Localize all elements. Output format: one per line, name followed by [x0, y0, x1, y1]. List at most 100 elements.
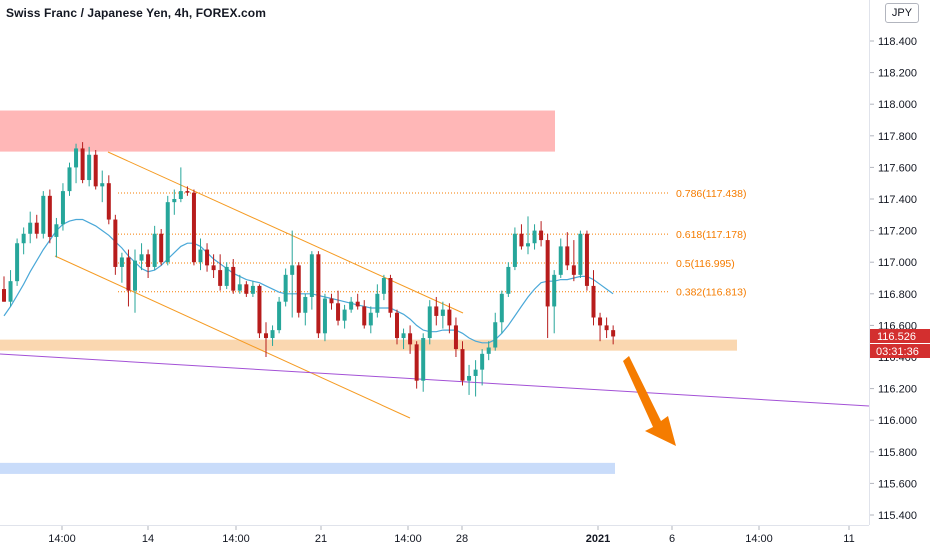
moving-average-layer: [3, 218, 614, 344]
candle-body: [296, 265, 301, 313]
candle-body: [100, 183, 105, 187]
candle-body: [434, 306, 439, 316]
candle-body: [591, 285, 596, 318]
candle-body: [381, 278, 386, 294]
candle-body: [152, 233, 157, 267]
candle-body: [290, 265, 295, 275]
candle-body: [172, 199, 177, 203]
candle-body: [571, 265, 576, 275]
candle-body: [93, 154, 98, 187]
candle-body: [139, 254, 144, 261]
y-tick-label: 118.000: [878, 99, 917, 111]
price-axis-bg[interactable]: [870, 0, 932, 525]
candle-body: [34, 222, 39, 234]
candle-body: [322, 298, 327, 334]
y-tick-label: 116.000: [878, 415, 917, 427]
candle-body: [198, 249, 203, 263]
candle-body: [80, 148, 85, 181]
candle-body: [270, 330, 275, 339]
y-tick-label: 115.800: [878, 447, 917, 459]
candle-body: [368, 312, 373, 326]
countdown-value: 03:31:36: [876, 346, 919, 358]
x-tick-label: 6: [669, 533, 675, 545]
candle-body: [231, 266, 236, 291]
candle-body: [329, 298, 334, 304]
price-axis: 118.400 118.200 118.000 117.800 117.600 117.4…: [870, 36, 917, 522]
candle-body: [205, 249, 210, 266]
candle-body: [146, 254, 151, 267]
candle-body: [47, 195, 52, 237]
candle-body: [598, 317, 603, 326]
candle-body: [74, 148, 79, 168]
x-tick-label: 28: [456, 533, 468, 545]
time-axis-bg[interactable]: [0, 526, 869, 550]
x-tick-label: 2021: [586, 533, 610, 545]
y-tick-label: 118.200: [878, 68, 917, 80]
candle-body: [159, 233, 164, 263]
candle-body: [224, 266, 229, 286]
y-tick-label: 117.600: [878, 162, 917, 174]
drawings-layer: [0, 151, 870, 419]
candle-body: [349, 301, 354, 310]
candle-body: [526, 243, 530, 247]
candle-body: [584, 233, 589, 286]
candle-body: [506, 266, 511, 294]
y-tick-label: 117.400: [878, 194, 917, 206]
y-tick-label: 116.800: [878, 289, 917, 301]
candle-body: [355, 301, 360, 307]
candle-body: [41, 195, 46, 234]
current-price-bg: [870, 329, 930, 343]
candle-body: [283, 274, 288, 302]
currency-button[interactable]: JPY: [885, 3, 919, 23]
candle-body: [558, 246, 563, 275]
y-tick-label: 115.600: [878, 478, 917, 490]
current-price-value: 116.526: [877, 331, 916, 343]
candle-body: [191, 192, 196, 263]
candle-body: [395, 312, 399, 339]
fib-label-2: 0.5(116.995): [676, 258, 735, 270]
trendline: [0, 353, 870, 407]
y-tick-label: 117.800: [878, 131, 917, 143]
candles-layer: [2, 142, 616, 397]
candle-body: [539, 230, 544, 241]
candle-body: [512, 233, 517, 267]
candle-body: [8, 281, 13, 302]
candle-body: [532, 230, 537, 244]
candle-body: [277, 301, 282, 331]
candle-body: [119, 257, 124, 267]
chart-title: Swiss Franc / Japanese Yen, 4h, FOREX.co…: [6, 6, 266, 20]
channel-lower-line: [54, 255, 411, 419]
candle-body: [244, 284, 249, 294]
candle-body: [467, 375, 472, 381]
candle-body: [178, 191, 183, 199]
candle-body: [218, 270, 223, 286]
zones-layer: [0, 110, 737, 474]
candle-body: [440, 309, 445, 316]
candle-body: [375, 293, 380, 313]
candle-body: [126, 257, 131, 291]
candle-body: [453, 325, 458, 350]
candle-body: [414, 344, 419, 381]
candle-body: [309, 254, 314, 297]
candle-body: [211, 265, 216, 271]
candle-body: [499, 293, 504, 323]
fib-label-3: 0.382(116.813): [676, 287, 746, 299]
candle-body: [67, 167, 72, 192]
candle-body: [2, 289, 6, 302]
y-tick-label: 115.400: [878, 510, 917, 522]
candle-body: [552, 274, 557, 307]
candle-body: [473, 369, 478, 376]
x-tick-label: 11: [843, 533, 854, 545]
candle-body: [578, 233, 583, 275]
candle-body: [604, 325, 609, 331]
candle-body: [447, 309, 452, 326]
x-tick-label: 14:00: [745, 533, 773, 545]
candle-body: [113, 219, 118, 267]
candle-body: [388, 278, 393, 313]
candle-body: [565, 246, 570, 266]
candle-body: [342, 309, 347, 321]
channel-upper-line: [107, 151, 464, 314]
candle-body: [106, 183, 111, 220]
x-tick-label: 14:00: [394, 533, 422, 545]
